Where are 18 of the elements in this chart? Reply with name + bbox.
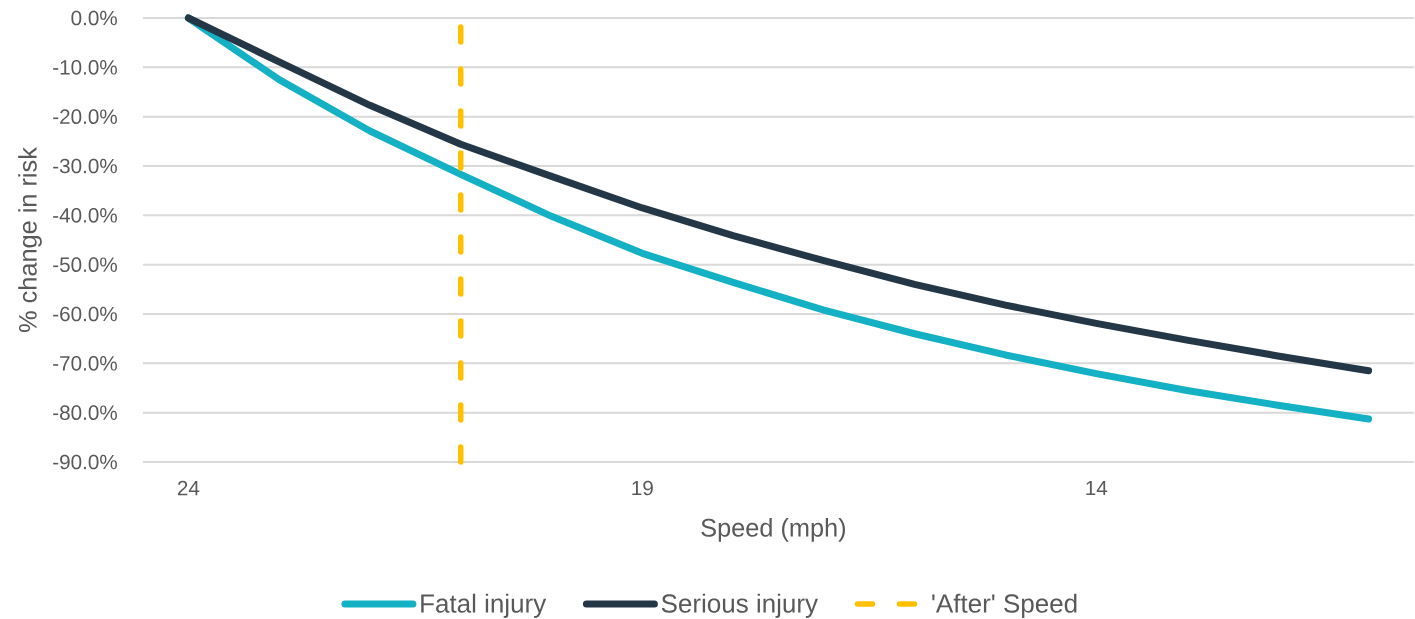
x-tick-label: 14 [1086, 480, 1108, 496]
y-tick-label: 0.0% [71, 10, 117, 26]
y-tick-label: -40.0% [53, 208, 117, 223]
y-tick-label: -20.0% [53, 109, 117, 124]
x-axis-title: Speed (mph) [701, 518, 845, 542]
y-tick-label: -30.0% [53, 158, 117, 174]
y-axis-title: % change in risk [18, 147, 42, 333]
legend-label: Serious injury [661, 593, 818, 618]
x-tick-label: 19 [632, 480, 653, 496]
y-tick-label: -50.0% [53, 257, 117, 272]
y-tick-label: -90.0% [53, 454, 117, 470]
legend-label: 'After' Speed [932, 593, 1077, 618]
y-tick-label: -70.0% [53, 356, 117, 371]
y-tick-label: -80.0% [53, 405, 117, 420]
y-tick-label: -10.0% [53, 60, 117, 75]
legend-label: Fatal injury [421, 593, 547, 618]
y-tick-label: -60.0% [53, 306, 117, 322]
x-tick-label: 24 [177, 480, 200, 496]
